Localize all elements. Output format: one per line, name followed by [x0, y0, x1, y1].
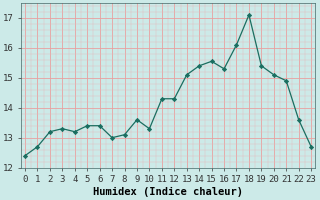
X-axis label: Humidex (Indice chaleur): Humidex (Indice chaleur) [93, 187, 243, 197]
